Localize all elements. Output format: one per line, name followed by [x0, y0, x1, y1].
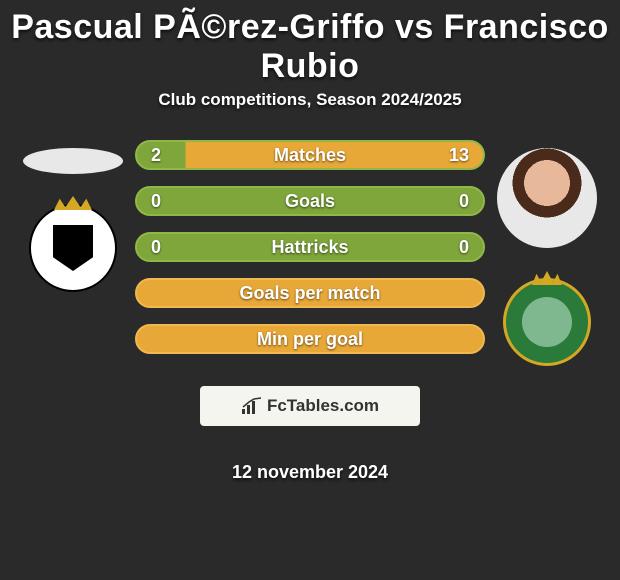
- crown-icon: [54, 196, 92, 210]
- stat-right-value: 0: [441, 237, 469, 258]
- left-club-badge: [29, 204, 117, 292]
- stat-label: Hattricks: [271, 237, 348, 258]
- stat-right-value: 13: [441, 145, 469, 166]
- subtitle: Club competitions, Season 2024/2025: [10, 90, 610, 138]
- comparison-row: 2 Matches 13 0 Goals 0 0 Hattricks 0 Goa…: [10, 138, 610, 483]
- left-player-col: [23, 138, 123, 292]
- badge-inner-icon: [522, 297, 572, 347]
- stat-bar-goals-per-match: Goals per match: [135, 278, 485, 308]
- stat-bar-hattricks: 0 Hattricks 0: [135, 232, 485, 262]
- stat-bar-matches: 2 Matches 13: [135, 140, 485, 170]
- stat-label: Goals: [285, 191, 335, 212]
- right-player-col: [497, 138, 597, 366]
- chart-icon: [241, 397, 263, 415]
- left-player-avatar: [23, 148, 123, 174]
- stat-left-value: 0: [151, 237, 179, 258]
- stat-left-value: 0: [151, 191, 179, 212]
- shield-icon: [53, 225, 93, 271]
- right-player-avatar: [497, 148, 597, 248]
- stat-left-value: 2: [151, 145, 179, 166]
- stat-bar-goals: 0 Goals 0: [135, 186, 485, 216]
- stats-column: 2 Matches 13 0 Goals 0 0 Hattricks 0 Goa…: [135, 138, 485, 483]
- right-club-badge: [503, 278, 591, 366]
- stat-label: Goals per match: [239, 283, 380, 304]
- brand-text: FcTables.com: [267, 396, 379, 416]
- date-text: 12 november 2024: [135, 462, 485, 483]
- stat-bar-min-per-goal: Min per goal: [135, 324, 485, 354]
- brand-box: FcTables.com: [200, 386, 420, 426]
- crown-icon: [532, 271, 562, 285]
- stat-label: Matches: [274, 145, 346, 166]
- stat-label: Min per goal: [257, 329, 363, 350]
- stat-right-value: 0: [441, 191, 469, 212]
- page-title: Pascual PÃ©rez-Griffo vs Francisco Rubio: [10, 0, 610, 90]
